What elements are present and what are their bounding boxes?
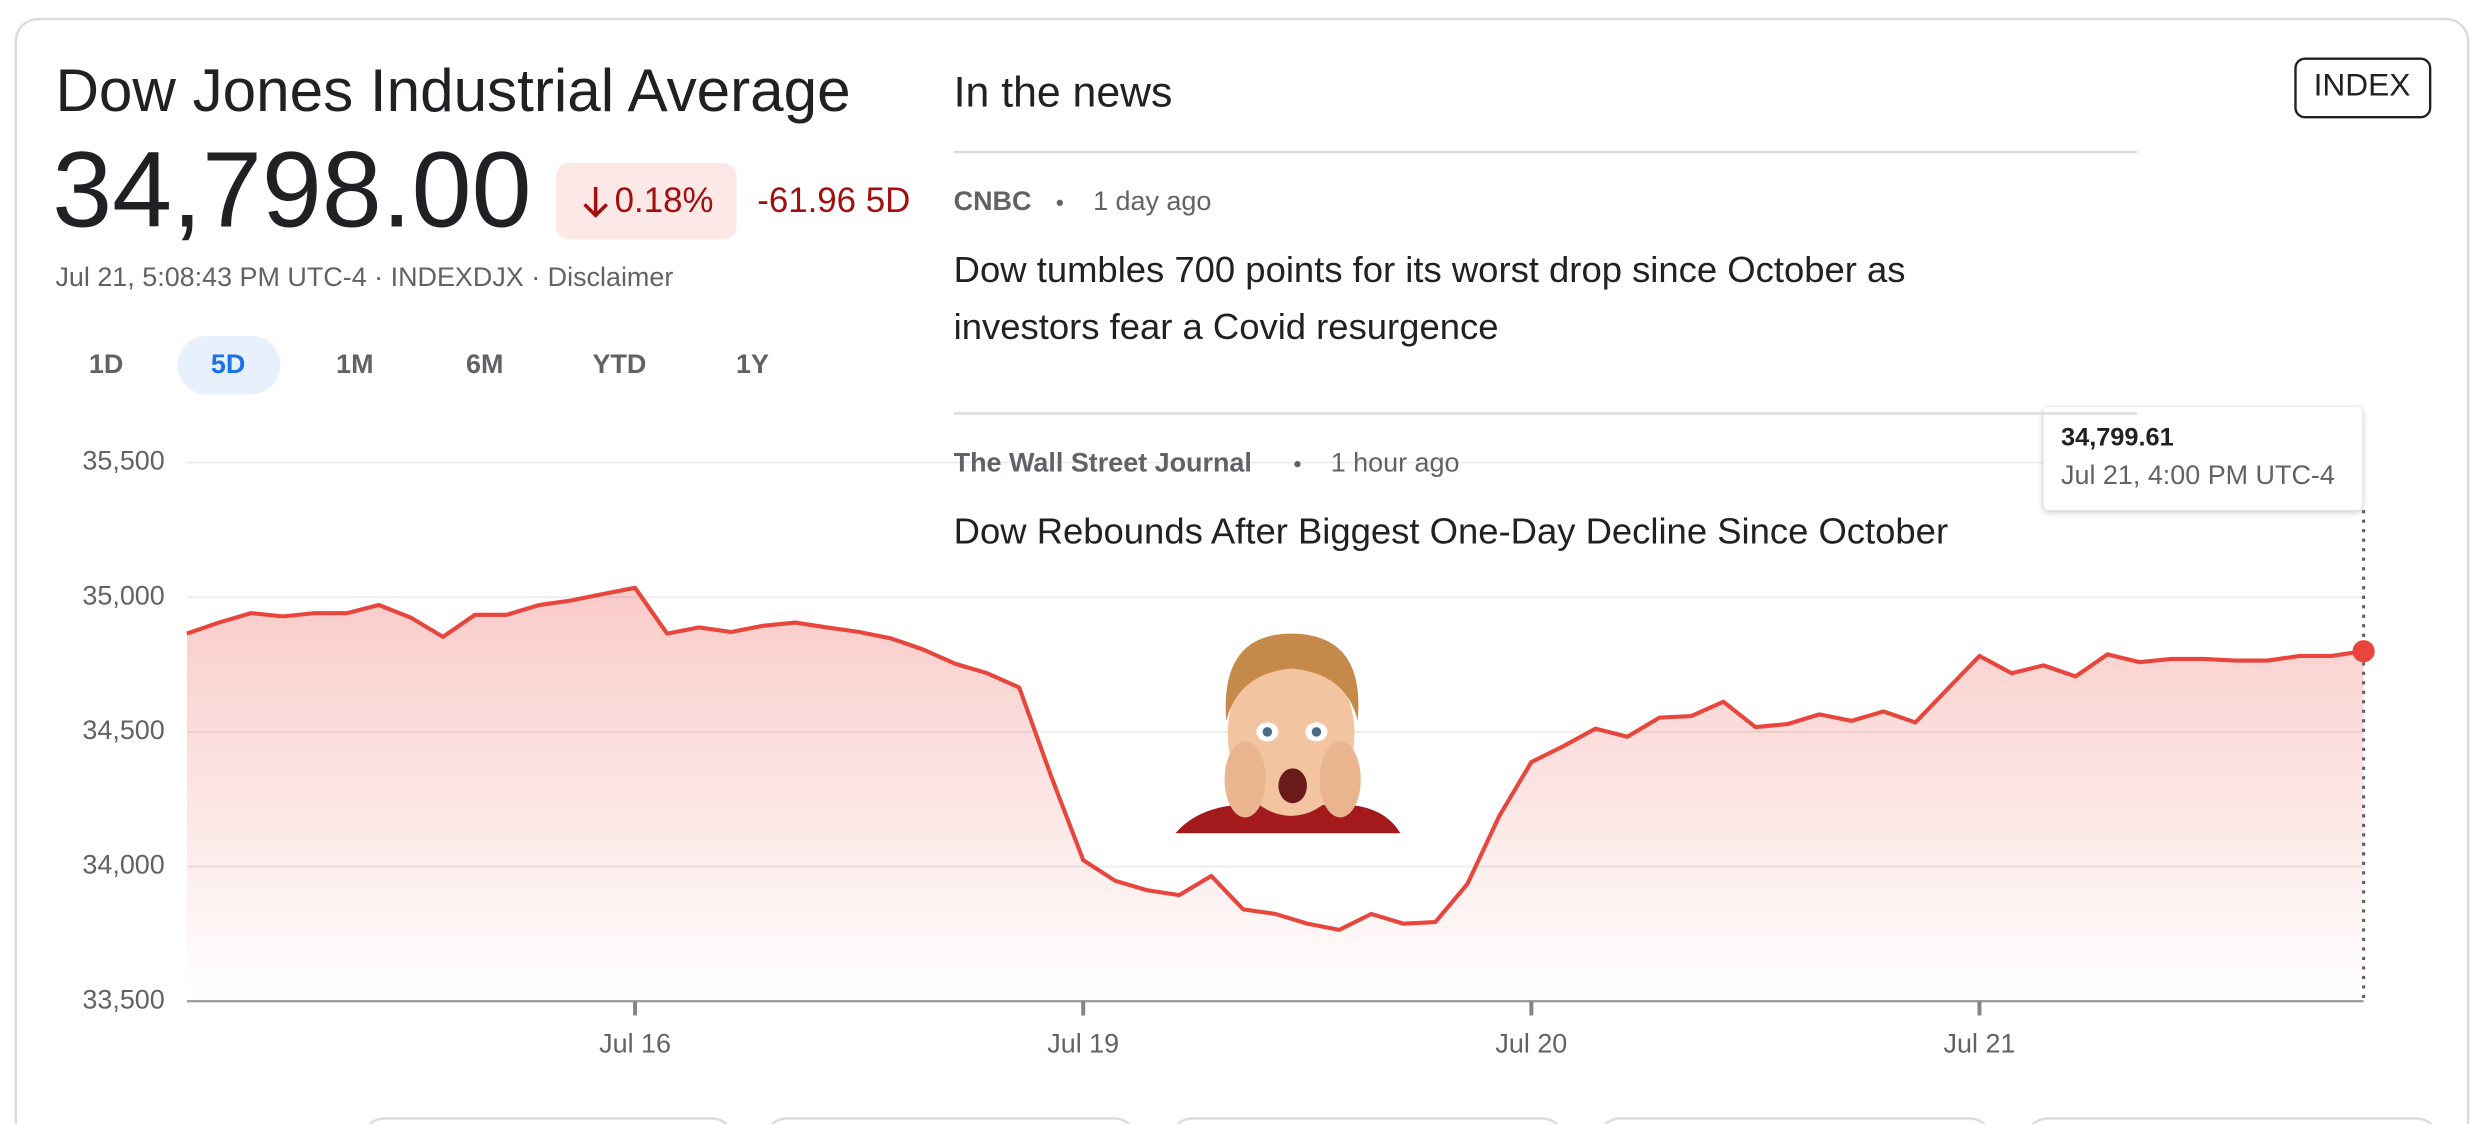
index-badge <box>2294 57 2432 119</box>
title: Dow Jones Industrial Average <box>55 57 850 124</box>
x-tick-label: Jul 20 <box>1495 1029 1567 1059</box>
index-label: INDEX <box>2314 67 2411 103</box>
separator <box>1056 199 1063 206</box>
news-headline: Dow tumbles 700 points for its worst dro… <box>953 248 1906 347</box>
range-label: 5D <box>211 349 245 379</box>
pill <box>1175 1117 1559 1124</box>
y-tick-label: 34,000 <box>82 850 164 880</box>
down-arrow <box>583 186 608 218</box>
pill <box>770 1117 1131 1124</box>
y-tick-label: 33,500 <box>82 984 164 1014</box>
tooltip <box>2043 407 2363 511</box>
range-button[interactable]: 6M <box>466 349 503 379</box>
range-button[interactable]: YTD <box>592 349 646 379</box>
pill <box>1603 1117 1987 1124</box>
range-label: 1Y <box>736 349 769 379</box>
news-time: 1 day ago <box>1093 186 1211 216</box>
range-selector: 1D 5D 1M 6M YTD 1Y <box>89 335 769 395</box>
news-time: 1 hour ago <box>1331 447 1460 477</box>
range-button[interactable]: 5D <box>177 335 281 395</box>
x-tick-label: Jul 16 <box>599 1029 671 1059</box>
price: 34,798.00 <box>52 128 531 249</box>
pill <box>2031 1117 2433 1124</box>
x-tick-label: Jul 19 <box>1047 1029 1119 1059</box>
range-label: 6M <box>466 349 503 379</box>
meta: Jul 21, 5:08:43 PM UTC-4 · INDEXDJX · Di… <box>55 262 673 292</box>
headline-box: Dow Rebounds After Biggest One-Day Decli… <box>953 510 1949 552</box>
end-dot <box>2352 640 2375 663</box>
meme-image <box>1175 633 1401 834</box>
range-highlight <box>177 335 281 395</box>
news-source: CNBC <box>954 186 1032 216</box>
range-label: YTD <box>592 349 646 379</box>
separator <box>1294 461 1301 468</box>
y-tick-label: 35,500 <box>82 446 164 476</box>
change-pct: 0.18% <box>615 181 714 220</box>
range-label: 1D <box>89 349 123 379</box>
change: -61.96 5D <box>757 181 910 220</box>
news-item[interactable]: CNBC 1 day ago Dow tumbles 700 points fo… <box>954 186 2047 368</box>
range-label: 1M <box>336 349 373 379</box>
pill <box>367 1117 729 1124</box>
news-headline: Dow Rebounds After Biggest One-Day Decli… <box>953 510 1949 552</box>
tooltip-time: Jul 21, 4:00 PM UTC-4 <box>2061 460 2335 490</box>
change-badge <box>556 163 737 240</box>
news-title: In the news <box>954 68 1173 116</box>
headline-box: Dow tumbles 700 points for its worst dro… <box>953 248 1906 347</box>
news-source: The Wall Street Journal <box>954 447 1252 477</box>
tooltip-value: 34,799.61 <box>2061 424 2174 452</box>
news-item[interactable]: The Wall Street Journal 1 hour ago Dow R… <box>954 447 2095 565</box>
range-button[interactable]: 1D <box>89 349 123 379</box>
price-line <box>186 585 2364 932</box>
x-tick-label: Jul 21 <box>1944 1029 2016 1059</box>
area <box>186 587 2364 1002</box>
y-tick-label: 35,000 <box>82 580 164 610</box>
range-button[interactable]: 1Y <box>736 349 769 379</box>
range-button[interactable]: 1M <box>336 349 373 379</box>
y-tick-label: 34,500 <box>82 715 164 745</box>
